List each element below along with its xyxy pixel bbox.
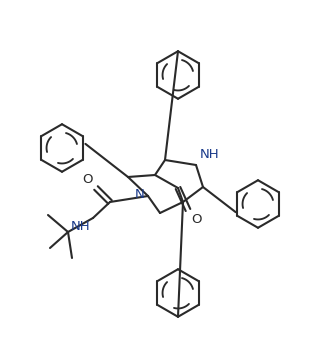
Text: O: O — [82, 173, 93, 186]
Text: NH: NH — [200, 148, 220, 161]
Text: NH: NH — [70, 220, 90, 233]
Text: O: O — [191, 213, 202, 226]
Text: N: N — [135, 189, 145, 201]
